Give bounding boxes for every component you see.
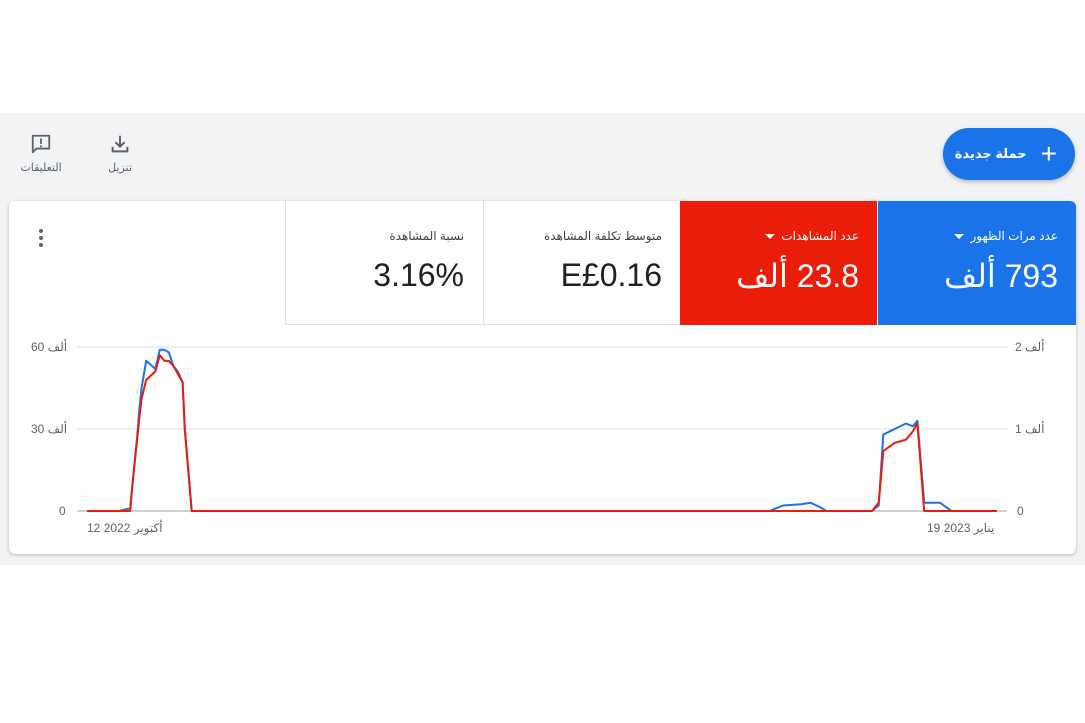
right-axis-tick: 0 bbox=[1017, 504, 1024, 518]
right-axis-tick: 1 ألف bbox=[1015, 421, 1044, 436]
metric-label: نسبة المشاهدة bbox=[389, 229, 464, 243]
performance-card: نسبة المشاهدة 3.16% متوسط تكلفة المشاهدة… bbox=[9, 201, 1076, 554]
download-icon bbox=[111, 135, 129, 153]
plus-icon: + bbox=[1040, 138, 1057, 169]
feedback-label: التعليقات bbox=[20, 162, 62, 174]
new-campaign-label: حملة جديدة bbox=[954, 146, 1027, 161]
metric-value: 3.16% bbox=[373, 257, 464, 293]
metric-views[interactable]: عدد المشاهدات 23.8 ألف bbox=[680, 201, 877, 325]
metric-label: متوسط تكلفة المشاهدة bbox=[543, 229, 662, 243]
download-label: تنزيل bbox=[108, 162, 132, 174]
right-axis-tick: 2 ألف bbox=[1015, 339, 1044, 354]
feedback-button[interactable]: التعليقات bbox=[18, 133, 64, 174]
feedback-icon bbox=[31, 134, 51, 154]
metric-label: عدد مرات الظهور bbox=[970, 229, 1058, 243]
metric-view-rate[interactable]: نسبة المشاهدة 3.16% bbox=[285, 201, 482, 325]
x-axis-start-label: 12 أكتوبر 2022 bbox=[87, 520, 163, 535]
metric-value: 23.8 ألف bbox=[736, 258, 859, 294]
new-campaign-button[interactable]: + حملة جديدة bbox=[943, 128, 1075, 180]
dropdown-caret-icon[interactable] bbox=[954, 233, 965, 239]
impressions-series-line bbox=[87, 348, 997, 512]
download-button[interactable]: تنزيل bbox=[100, 133, 140, 174]
left-axis-tick: 0 bbox=[59, 504, 66, 518]
metric-value: E£0.16 bbox=[560, 257, 662, 293]
more-options-icon[interactable] bbox=[35, 229, 47, 253]
metric-label: عدد المشاهدات bbox=[781, 229, 859, 243]
metric-avg-cpv[interactable]: متوسط تكلفة المشاهدة E£0.16 bbox=[483, 201, 680, 325]
views-series-line bbox=[87, 354, 997, 512]
left-axis-tick: 60 ألف bbox=[31, 339, 67, 354]
performance-chart: 60 ألف 30 ألف 0 2 ألف 1 ألف 0 12 أكتوبر … bbox=[31, 339, 1044, 535]
x-axis-end-label: 19 يناير 2023 bbox=[927, 521, 994, 535]
metric-impressions[interactable]: عدد مرات الظهور 793 ألف bbox=[878, 201, 1076, 325]
dropdown-caret-icon[interactable] bbox=[765, 233, 776, 239]
metric-value: 793 ألف bbox=[943, 258, 1058, 294]
left-axis-tick: 30 ألف bbox=[31, 421, 67, 436]
